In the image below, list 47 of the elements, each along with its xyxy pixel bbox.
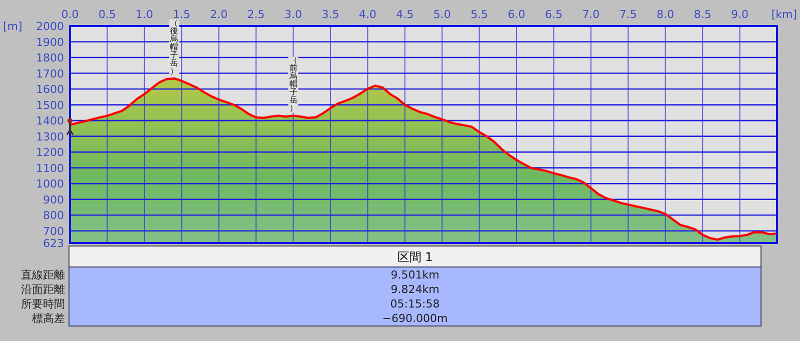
x-tick-label: 5.5 <box>470 8 488 21</box>
text: 標高差 <box>32 312 65 325</box>
text: 9.824km <box>390 283 440 296</box>
y-tick-label: 1500 <box>36 98 64 112</box>
x-tick-label: 6.0 <box>508 8 526 21</box>
text: 区間 1 <box>397 250 433 264</box>
x-tick-label: 8.5 <box>694 8 712 21</box>
y-tick-label: 1000 <box>36 178 64 191</box>
y-tick-label: 1300 <box>36 130 64 144</box>
x-tick-label: 4.5 <box>396 8 414 21</box>
text: 所要時間 <box>21 298 65 310</box>
x-tick-label: 5.0 <box>433 8 451 21</box>
x-tick-label: 9.0 <box>731 8 749 21</box>
text: 沿面距離 <box>21 283 65 296</box>
y-tick-label: 1100 <box>36 162 64 175</box>
x-tick-label: 0.0 <box>61 8 79 21</box>
y-tick-label: 1400 <box>36 114 64 128</box>
x-tick-label: 3.0 <box>284 8 302 21</box>
y-axis-title: [m] <box>3 20 22 33</box>
y-tick-label: 1600 <box>36 83 64 96</box>
x-tick-label: 3.5 <box>322 8 340 21</box>
x-tick-label: 0.5 <box>98 8 116 21</box>
x-axis-title: [km] <box>771 8 797 21</box>
y-tick-label: 1200 <box>36 146 64 160</box>
y-tick-label: 700 <box>43 224 64 238</box>
text: 05:15:58 <box>390 298 440 310</box>
x-tick-label: 4.0 <box>358 8 376 21</box>
text: 9.501km <box>390 268 440 282</box>
x-tick-label: 7.0 <box>582 8 600 21</box>
y-tick-label: 1800 <box>36 52 64 65</box>
x-tick-label: 2.0 <box>210 8 228 21</box>
y-tick-label: 800 <box>43 209 64 222</box>
annotation: （前烏帽子岳） <box>289 56 298 113</box>
x-tick-label: 1.5 <box>172 8 190 21</box>
text: −690.000m <box>382 312 448 325</box>
y-tick-label: 2000 <box>36 20 64 33</box>
x-tick-label: 2.5 <box>247 8 265 21</box>
y-tick-label: 1900 <box>36 36 64 49</box>
y-tick-label: 1700 <box>36 67 64 80</box>
y-tick-label: 623 <box>43 237 64 250</box>
y-tick-label: 900 <box>43 193 64 206</box>
x-tick-label: 6.5 <box>544 8 562 21</box>
text: 直線距離 <box>21 268 65 282</box>
x-tick-label: 1.0 <box>136 8 154 21</box>
x-tick-label: 7.5 <box>619 8 637 21</box>
annotation: （後烏帽子岳） <box>170 18 178 76</box>
x-tick-label: 8.0 <box>656 8 674 21</box>
